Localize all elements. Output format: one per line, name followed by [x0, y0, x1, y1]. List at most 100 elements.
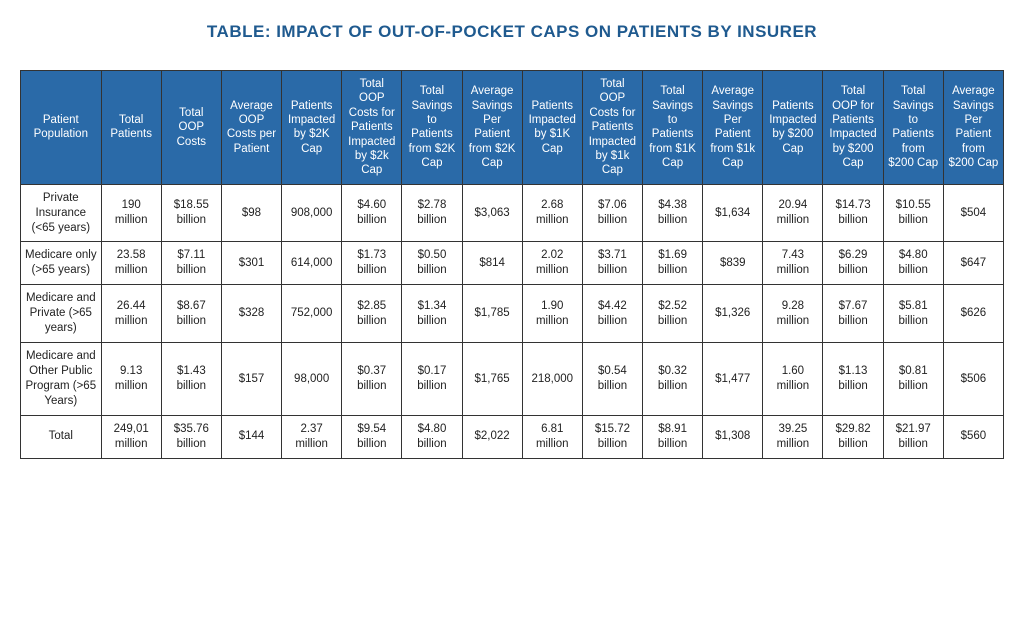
cell: 39.25 million	[763, 415, 823, 458]
cell: 6.81 million	[522, 415, 582, 458]
cell: $7.11 billion	[161, 242, 221, 285]
cell: $3,063	[462, 184, 522, 242]
cell: $1,326	[703, 285, 763, 343]
cell: $506	[943, 343, 1003, 416]
cell: $3.71 billion	[582, 242, 642, 285]
cell: $6.29 billion	[823, 242, 883, 285]
cell: $4.80 billion	[883, 242, 943, 285]
cell: $1,477	[703, 343, 763, 416]
cell: $560	[943, 415, 1003, 458]
cell: $1.34 billion	[402, 285, 462, 343]
cell: $0.17 billion	[402, 343, 462, 416]
col-header: Total OOP Costs for Patients Impacted by…	[582, 71, 642, 185]
cell: 7.43 million	[763, 242, 823, 285]
col-header: Total OOP Costs	[161, 71, 221, 185]
cell: $1.69 billion	[643, 242, 703, 285]
cell: $2,022	[462, 415, 522, 458]
cell: 2.68 million	[522, 184, 582, 242]
col-header: Total OOP Costs for Patients Impacted by…	[342, 71, 402, 185]
col-header: Total OOP for Patients Impacted by $200 …	[823, 71, 883, 185]
cell: $1.73 billion	[342, 242, 402, 285]
cell: $647	[943, 242, 1003, 285]
cell: 908,000	[282, 184, 342, 242]
table-row: Total249,01 million$35.76 billion$1442.3…	[21, 415, 1004, 458]
cell: $21.97 billion	[883, 415, 943, 458]
cell: $4.42 billion	[582, 285, 642, 343]
col-header: Patients Impacted by $1K Cap	[522, 71, 582, 185]
cell: $4.60 billion	[342, 184, 402, 242]
cell: $144	[221, 415, 281, 458]
cell: 2.02 million	[522, 242, 582, 285]
row-label: Private Insurance (<65 years)	[21, 184, 102, 242]
cell: $8.67 billion	[161, 285, 221, 343]
col-header: Average Savings Per Patient from $200 Ca…	[943, 71, 1003, 185]
col-header: Total Patients	[101, 71, 161, 185]
col-header: Patients Impacted by $2K Cap	[282, 71, 342, 185]
cell: $29.82 billion	[823, 415, 883, 458]
cell: $14.73 billion	[823, 184, 883, 242]
table-head: Patient PopulationTotal PatientsTotal OO…	[21, 71, 1004, 185]
table-title: TABLE: IMPACT OF OUT-OF-POCKET CAPS ON P…	[20, 22, 1004, 42]
col-header: Average OOP Costs per Patient	[221, 71, 281, 185]
cell: 9.28 million	[763, 285, 823, 343]
cell: 23.58 million	[101, 242, 161, 285]
cell: $0.81 billion	[883, 343, 943, 416]
cell: $1.13 billion	[823, 343, 883, 416]
cell: $328	[221, 285, 281, 343]
cell: $1,765	[462, 343, 522, 416]
cell: $4.80 billion	[402, 415, 462, 458]
table-body: Private Insurance (<65 years)190 million…	[21, 184, 1004, 458]
cell: $814	[462, 242, 522, 285]
cell: $35.76 billion	[161, 415, 221, 458]
cell: 26.44 million	[101, 285, 161, 343]
cell: $18.55 billion	[161, 184, 221, 242]
col-header: Patient Population	[21, 71, 102, 185]
cell: $8.91 billion	[643, 415, 703, 458]
cell: $4.38 billion	[643, 184, 703, 242]
cell: $15.72 billion	[582, 415, 642, 458]
cell: $7.67 billion	[823, 285, 883, 343]
cell: $10.55 billion	[883, 184, 943, 242]
cell: $9.54 billion	[342, 415, 402, 458]
cell: 249,01 million	[101, 415, 161, 458]
cell: $2.52 billion	[643, 285, 703, 343]
row-label: Medicare and Private (>65 years)	[21, 285, 102, 343]
col-header: Average Savings Per Patient from $2K Cap	[462, 71, 522, 185]
row-label: Medicare and Other Public Program (>65 Y…	[21, 343, 102, 416]
cell: 1.90 million	[522, 285, 582, 343]
cell: $7.06 billion	[582, 184, 642, 242]
cell: $0.37 billion	[342, 343, 402, 416]
row-label: Total	[21, 415, 102, 458]
cell: $0.32 billion	[643, 343, 703, 416]
table-row: Medicare and Private (>65 years)26.44 mi…	[21, 285, 1004, 343]
row-label: Medicare only (>65 years)	[21, 242, 102, 285]
cell: 20.94 million	[763, 184, 823, 242]
cell: $1,308	[703, 415, 763, 458]
cell: $157	[221, 343, 281, 416]
cell: $1,634	[703, 184, 763, 242]
header-row: Patient PopulationTotal PatientsTotal OO…	[21, 71, 1004, 185]
table-row: Medicare only (>65 years)23.58 million$7…	[21, 242, 1004, 285]
page: TABLE: IMPACT OF OUT-OF-POCKET CAPS ON P…	[0, 0, 1024, 489]
col-header: Total Savings to Patients from $2K Cap	[402, 71, 462, 185]
col-header: Average Savings Per Patient from $1k Cap	[703, 71, 763, 185]
col-header: Total Savings to Patients from $1K Cap	[643, 71, 703, 185]
cell: $504	[943, 184, 1003, 242]
cell: 9.13 million	[101, 343, 161, 416]
cell: $626	[943, 285, 1003, 343]
cell: $0.54 billion	[582, 343, 642, 416]
cell: $301	[221, 242, 281, 285]
cell: $1,785	[462, 285, 522, 343]
cell: 614,000	[282, 242, 342, 285]
cell: 2.37 million	[282, 415, 342, 458]
cell: $0.50 billion	[402, 242, 462, 285]
cell: $98	[221, 184, 281, 242]
cell: $2.78 billion	[402, 184, 462, 242]
cell: $2.85 billion	[342, 285, 402, 343]
cell: $5.81 billion	[883, 285, 943, 343]
cell: 98,000	[282, 343, 342, 416]
table-row: Private Insurance (<65 years)190 million…	[21, 184, 1004, 242]
oop-caps-table: Patient PopulationTotal PatientsTotal OO…	[20, 70, 1004, 459]
cell: $839	[703, 242, 763, 285]
cell: 218,000	[522, 343, 582, 416]
